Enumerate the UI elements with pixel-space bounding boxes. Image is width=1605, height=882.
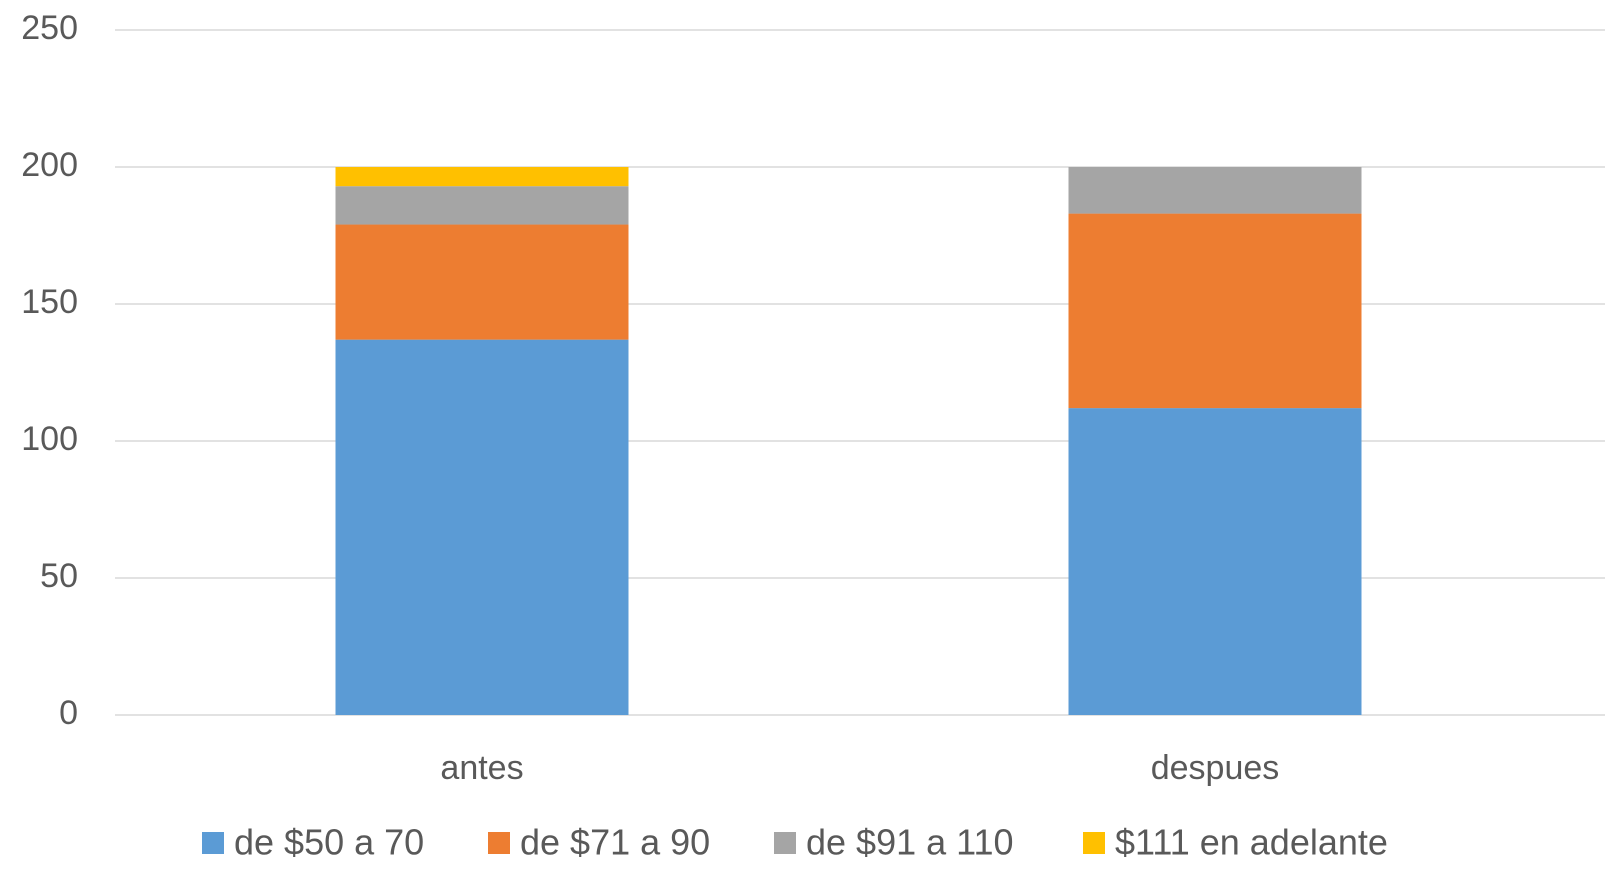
- y-tick-label: 200: [21, 146, 78, 184]
- bar-segment: [336, 225, 629, 340]
- chart: 0 50 100 150 200 250 antes despues de $50 a 70 de…: [0, 0, 1605, 882]
- y-tick-label: 250: [21, 9, 78, 47]
- page: 0 50 100 150 200 250 antes despues de $50 a 70 de…: [0, 0, 1605, 882]
- bar-segment: [336, 186, 629, 224]
- legend-label: de $50 a 70: [234, 822, 424, 863]
- y-tick-label: 50: [40, 557, 78, 595]
- bar-segment: [1069, 408, 1362, 715]
- y-tick-label: 100: [21, 420, 78, 458]
- y-tick-label: 0: [59, 694, 78, 732]
- legend-swatch: [774, 832, 796, 854]
- legend-label: $111 en adelante: [1115, 822, 1388, 863]
- y-tick-label: 150: [21, 283, 78, 321]
- bar-segment: [336, 167, 629, 186]
- legend-swatch: [488, 832, 510, 854]
- bar-segment: [1069, 214, 1362, 409]
- legend-label: de $71 a 90: [520, 822, 710, 863]
- bar-segment: [1069, 167, 1362, 214]
- legend-swatch: [1083, 832, 1105, 854]
- legend-label: de $91 a 110: [806, 822, 1014, 863]
- x-tick-label: antes: [440, 749, 523, 787]
- bar-segment: [336, 340, 629, 715]
- legend-swatch: [202, 832, 224, 854]
- x-tick-label: despues: [1151, 749, 1280, 787]
